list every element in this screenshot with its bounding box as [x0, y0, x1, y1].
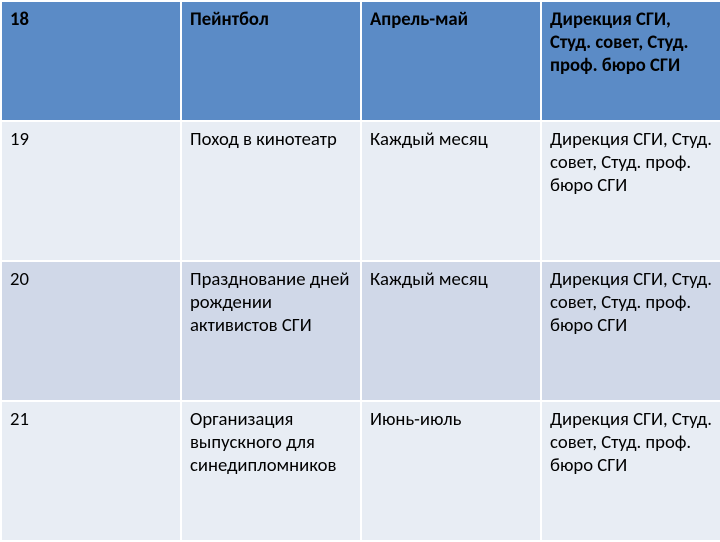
- table-cell: Организация выпускного для синедипломник…: [181, 401, 361, 541]
- events-table: 18ПейнтболАпрель-майДирекция СГИ, Студ. …: [0, 0, 720, 542]
- table-cell: 21: [1, 401, 181, 541]
- table-cell: Поход в кинотеатр: [181, 121, 361, 261]
- table-cell: Дирекция СГИ, Студ. совет, Студ. проф. б…: [541, 121, 720, 261]
- events-table-body: 18ПейнтболАпрель-майДирекция СГИ, Студ. …: [1, 1, 720, 541]
- table-cell: Апрель-май: [361, 1, 541, 121]
- table-cell: Дирекция СГИ, Студ. совет, Студ. проф. б…: [541, 261, 720, 401]
- table-cell: Празднование дней рождении активистов СГ…: [181, 261, 361, 401]
- table-cell: Июнь-июль: [361, 401, 541, 541]
- table-cell: Каждый месяц: [361, 121, 541, 261]
- table-row: 20Празднование дней рождении активистов …: [1, 261, 720, 401]
- table-cell: 20: [1, 261, 181, 401]
- table-row: 21Организация выпускного для синедипломн…: [1, 401, 720, 541]
- table-cell: Дирекция СГИ, Студ. совет, Студ. проф. б…: [541, 1, 720, 121]
- table-cell: 19: [1, 121, 181, 261]
- table-cell: Дирекция СГИ, Студ. совет, Студ. проф. б…: [541, 401, 720, 541]
- table-cell: Каждый месяц: [361, 261, 541, 401]
- table-row: 18ПейнтболАпрель-майДирекция СГИ, Студ. …: [1, 1, 720, 121]
- table-cell: Пейнтбол: [181, 1, 361, 121]
- table-cell: 18: [1, 1, 181, 121]
- table-row: 19Поход в кинотеатрКаждый месяцДирекция …: [1, 121, 720, 261]
